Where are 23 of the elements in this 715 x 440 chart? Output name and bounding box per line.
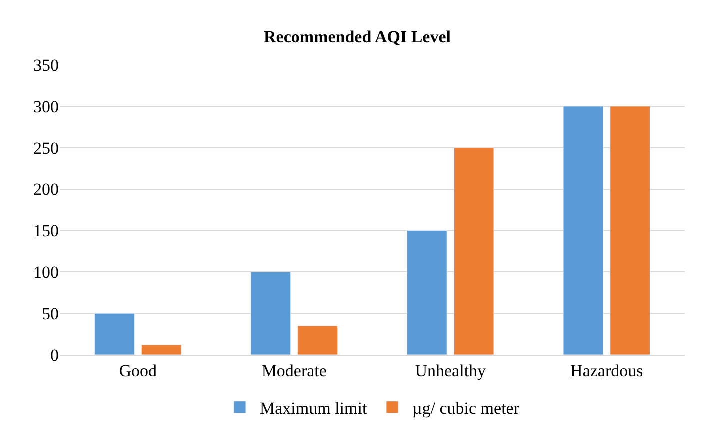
bar xyxy=(454,148,494,355)
legend-label: µg/ cubic meter xyxy=(412,398,520,418)
bar xyxy=(563,106,604,355)
y-tick-label: 200 xyxy=(34,180,59,200)
x-tick-label: Good xyxy=(119,361,158,380)
x-tick-label: Hazardous xyxy=(570,361,644,380)
bar xyxy=(298,326,338,355)
bar xyxy=(610,106,650,355)
y-tick-label: 150 xyxy=(34,222,59,241)
y-tick-label: 350 xyxy=(34,56,59,75)
y-tick-label: 50 xyxy=(42,304,59,324)
bar xyxy=(407,230,448,355)
y-tick-label: 0 xyxy=(50,346,59,365)
bar xyxy=(94,313,135,355)
y-tick-label: 300 xyxy=(34,97,59,116)
y-tick-label: 250 xyxy=(34,138,59,158)
x-tick-label: Moderate xyxy=(262,361,327,380)
bar xyxy=(141,344,182,355)
x-tick-label: Unhealthy xyxy=(415,361,487,380)
chart-title: Recommended AQI Level xyxy=(264,28,452,47)
y-tick-label: 100 xyxy=(34,263,59,282)
bar xyxy=(250,272,292,355)
legend-label: Maximum limit xyxy=(260,398,368,418)
